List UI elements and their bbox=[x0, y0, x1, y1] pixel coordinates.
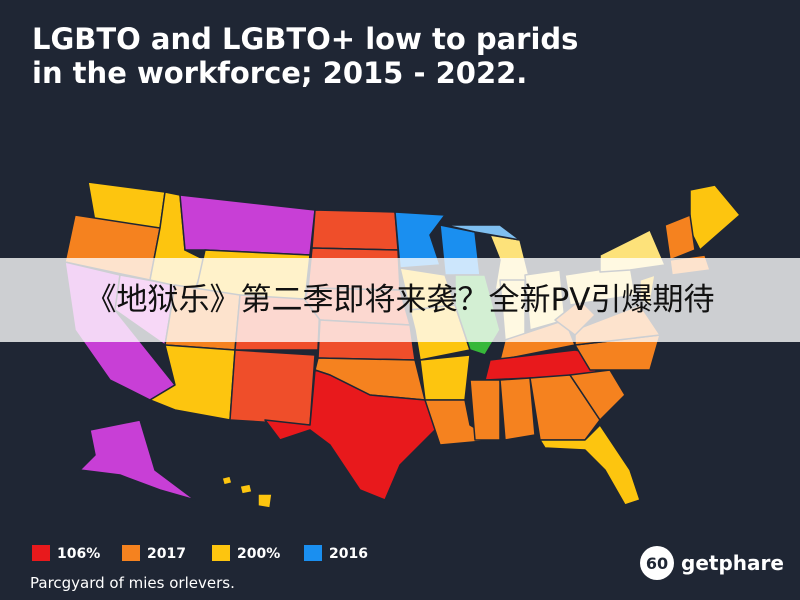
logo-name: getphare bbox=[681, 551, 784, 575]
us-map bbox=[64, 181, 741, 509]
legend-swatch bbox=[32, 545, 50, 561]
footer-note: Parcgyard of mies orlevers. bbox=[30, 574, 235, 592]
legend-swatch bbox=[212, 545, 230, 561]
legend-swatch bbox=[122, 545, 140, 561]
title-line: LGBTO and LGBTO+ low to parids bbox=[32, 22, 578, 56]
title-line: in the workforce; 2015 - 2022. bbox=[32, 56, 527, 90]
logo-badge bbox=[640, 546, 674, 580]
banner-background bbox=[0, 258, 800, 342]
legend-label: 2017 bbox=[147, 546, 186, 562]
legend-label: 200% bbox=[237, 546, 280, 562]
legend-label: 2016 bbox=[329, 546, 368, 562]
legend-swatch bbox=[304, 545, 322, 561]
banner-text: 《地狱乐》第二季即将来袭？全新PV引爆期待 bbox=[86, 282, 715, 318]
legend: 106% 2017 200% 2016 bbox=[32, 545, 368, 562]
logo-badge-text: 60 bbox=[646, 554, 668, 573]
legend-label: 106% bbox=[57, 546, 100, 562]
